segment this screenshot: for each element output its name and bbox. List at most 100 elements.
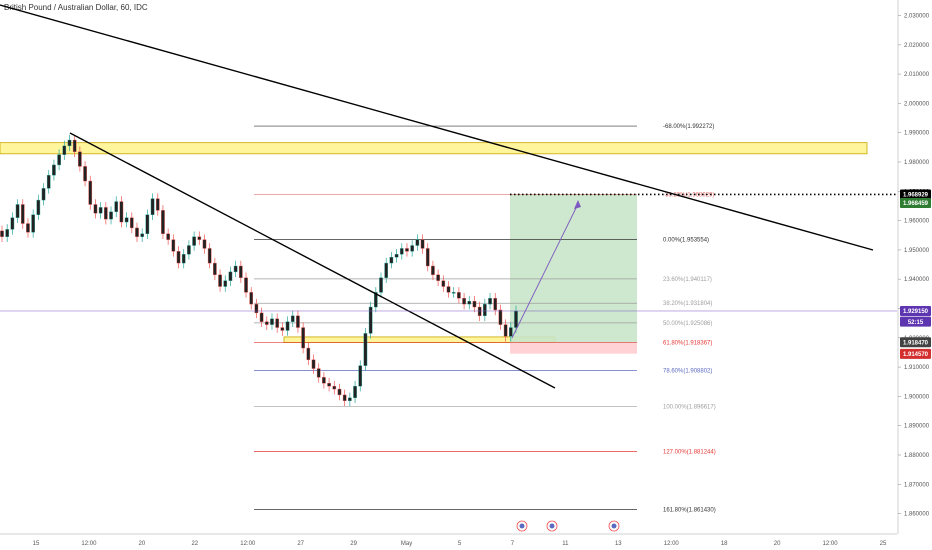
candle-body — [104, 207, 108, 220]
candle-body — [311, 359, 316, 369]
candle-body — [394, 254, 399, 258]
fib-level-label: 78.60%(1.908802) — [663, 369, 712, 375]
candle-body — [202, 239, 207, 249]
candle-body — [145, 214, 150, 234]
candle-body — [166, 233, 170, 240]
y-tick-label: 1.870000 — [904, 482, 930, 488]
candle-body — [280, 327, 285, 331]
candle-body — [249, 292, 254, 305]
candle-body — [327, 383, 331, 387]
candle-body — [161, 210, 165, 234]
fib-level-label: 61.80%(1.918367) — [663, 341, 712, 347]
candle-body — [57, 154, 61, 166]
x-tick-label: 12:00 — [81, 541, 97, 547]
candle-body — [197, 236, 202, 240]
fib-level-label: 100.00%(1.896617) — [663, 404, 716, 410]
candle-body — [213, 262, 217, 276]
x-tick-label: 13 — [615, 541, 622, 547]
candle-body — [410, 245, 414, 252]
candle-body — [181, 254, 186, 264]
price-tag-label: 1.968929 — [903, 193, 929, 199]
candle-body — [425, 248, 430, 267]
economic-event-flag — [549, 523, 555, 529]
x-tick-label: 22 — [191, 541, 198, 547]
fib-level-label: -38.20%(1.968929) — [663, 192, 714, 198]
candle-body — [36, 199, 41, 215]
candle-body — [187, 245, 191, 255]
x-tick-label: May — [401, 541, 412, 547]
candle-body — [462, 298, 466, 305]
price-tag — [900, 198, 931, 209]
candle-body — [119, 201, 124, 223]
candle-body — [124, 217, 129, 223]
candle-body — [472, 300, 477, 308]
candle-body — [31, 214, 35, 233]
y-tick-label: 1.950000 — [904, 248, 930, 254]
y-tick-label: 1.860000 — [904, 512, 930, 518]
candle-body — [62, 145, 67, 155]
x-tick-label: 12:00 — [664, 541, 680, 547]
candle-body — [348, 397, 352, 401]
x-tick-label: 15 — [33, 541, 40, 547]
candle-body — [223, 280, 228, 287]
fib-level-label: 23.60%(1.940117) — [663, 277, 712, 283]
price-tag — [900, 348, 931, 359]
candles-group — [0, 134, 518, 407]
candle-body — [155, 198, 160, 211]
candle-body — [88, 180, 93, 205]
x-tick-label: 27 — [297, 541, 304, 547]
price-tag — [900, 189, 931, 200]
price-tag-label: 1.929150 — [903, 309, 929, 315]
candle-body — [457, 292, 461, 299]
y-tick-label: 1.940000 — [904, 277, 930, 283]
candle-body — [436, 274, 440, 281]
x-tick-label: 25 — [880, 541, 887, 547]
y-tick-label: 2.030000 — [904, 14, 930, 20]
candle-body — [337, 388, 342, 396]
x-tick-label: 12:00 — [823, 541, 839, 547]
candle-body — [140, 233, 144, 237]
candle-body — [207, 248, 212, 264]
candle-body — [129, 217, 134, 229]
candle-body — [306, 347, 311, 360]
y-tick-label: 1.960000 — [904, 219, 930, 225]
candle-body — [259, 312, 264, 322]
candle-body — [192, 236, 196, 246]
fib-level-label: 38.20%(1.931804) — [663, 301, 712, 307]
candle-body — [332, 385, 337, 390]
candle-body — [301, 327, 305, 349]
candle-body — [254, 303, 259, 314]
candle-body — [109, 211, 113, 220]
candle-body — [374, 292, 378, 308]
y-tick-label: 1.890000 — [904, 424, 930, 430]
y-tick-label: 1.910000 — [904, 365, 930, 371]
candle-body — [5, 229, 9, 237]
x-tick-label: 20 — [774, 541, 781, 547]
candle-body — [420, 239, 425, 249]
candle-body — [93, 204, 98, 214]
candle-body — [285, 321, 290, 331]
candle-body — [498, 309, 503, 325]
candle-body — [509, 327, 513, 337]
y-tick-label: 1.980000 — [904, 160, 930, 166]
candle-body — [228, 271, 233, 281]
candle-body — [488, 298, 492, 305]
stop-zone — [510, 342, 637, 354]
economic-event-flag — [611, 523, 617, 529]
candle-body — [363, 333, 368, 366]
fib-level-label: -68.00%(1.992272) — [663, 124, 714, 130]
x-tick-label: 29 — [350, 541, 357, 547]
candle-body — [493, 298, 498, 311]
y-tick-label: 1.880000 — [904, 453, 930, 459]
fib-level-label: 161.80%(1.861430) — [663, 507, 716, 513]
candle-body — [342, 394, 347, 401]
candle-body — [405, 248, 409, 252]
fib-level-label: 50.00%(1.925086) — [663, 321, 712, 327]
projection-arrow — [511, 203, 579, 339]
candle-body — [384, 262, 389, 278]
candle-body — [26, 223, 30, 233]
candle-body — [451, 292, 456, 294]
candle-body — [46, 174, 51, 189]
candle-body — [20, 204, 25, 224]
